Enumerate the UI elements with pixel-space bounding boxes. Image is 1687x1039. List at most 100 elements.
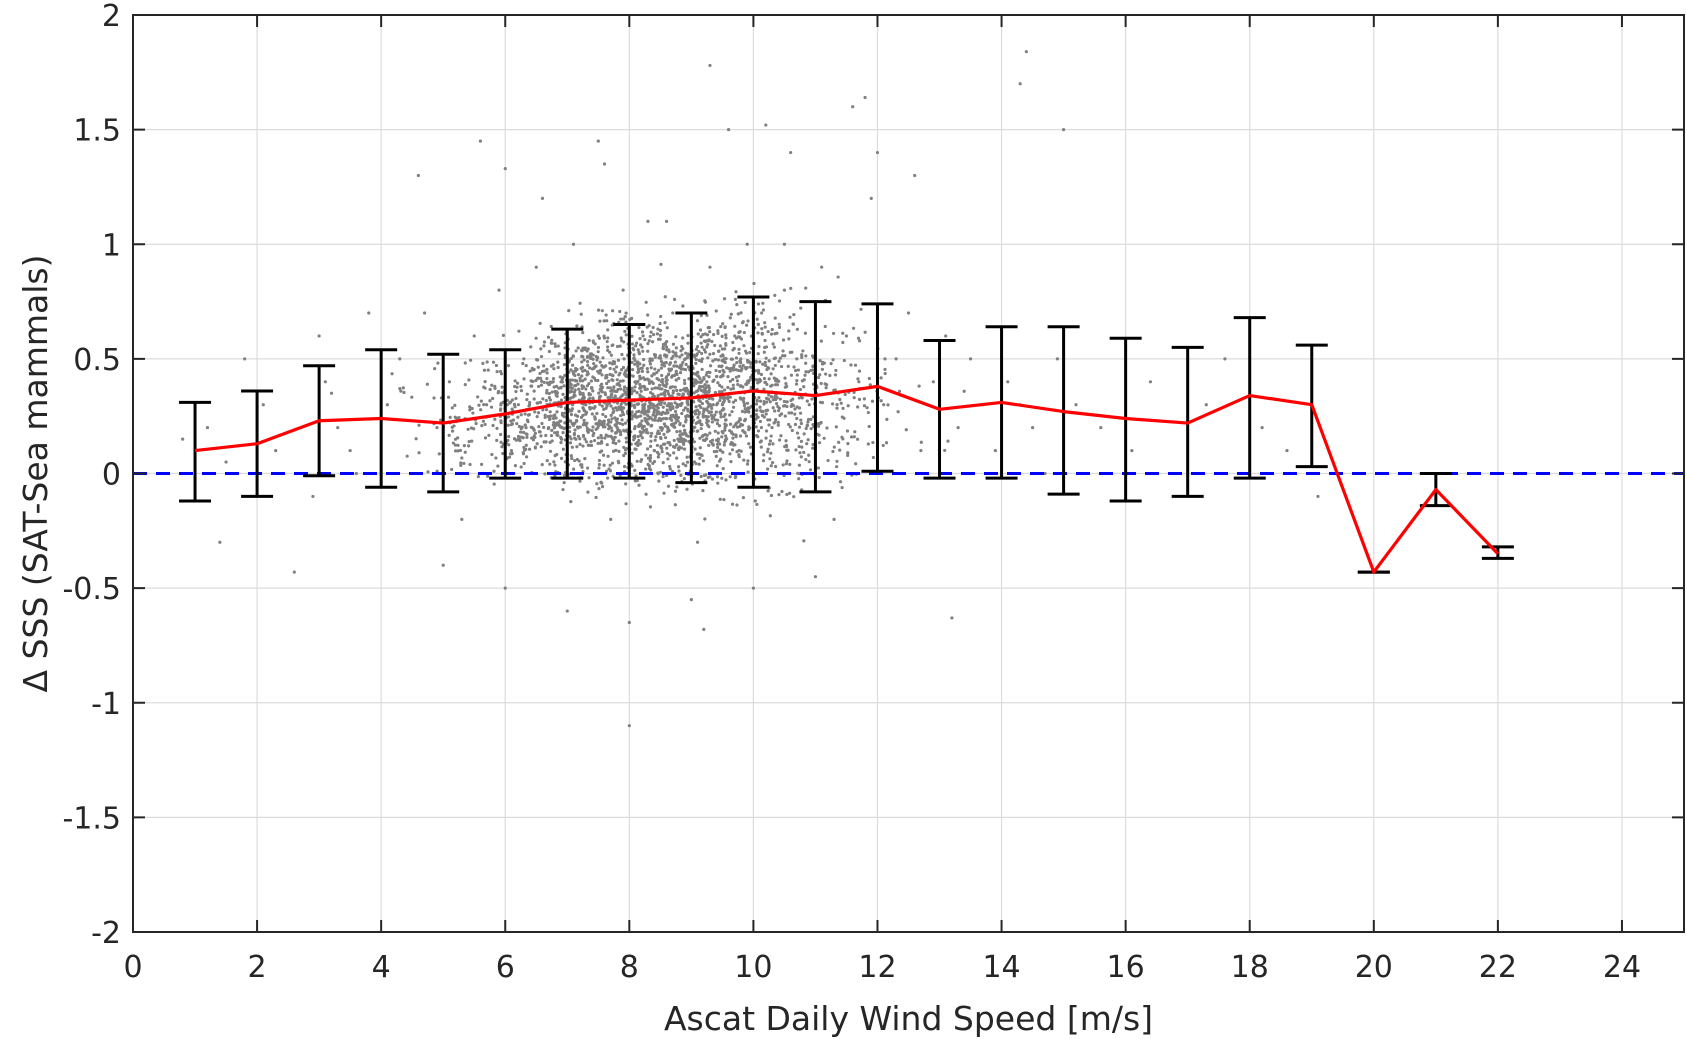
- scatter-point: [745, 358, 750, 363]
- scatter-point: [596, 345, 601, 350]
- scatter-point: [904, 428, 908, 432]
- scatter-point: [479, 399, 483, 403]
- scatter-point: [840, 485, 844, 490]
- scatter-point: [663, 436, 668, 440]
- scatter-point: [676, 392, 680, 396]
- scatter-point: [557, 423, 561, 427]
- scatter-point: [560, 380, 565, 384]
- scatter-point: [749, 375, 753, 380]
- scatter-point: [739, 357, 743, 361]
- scatter-point: [659, 359, 664, 364]
- scatter-point: [677, 448, 681, 452]
- scatter-point: [594, 495, 598, 500]
- scatter-point: [722, 443, 726, 447]
- scatter-point: [660, 373, 664, 378]
- scatter-point: [724, 333, 728, 337]
- scatter-point: [649, 434, 653, 438]
- scatter-point: [762, 387, 766, 391]
- scatter-point: [664, 219, 669, 223]
- scatter-point: [624, 333, 628, 337]
- scatter-point: [554, 423, 558, 427]
- scatter-point: [458, 448, 462, 453]
- y-tick-label: 1.5: [73, 114, 121, 149]
- scatter-point: [499, 440, 503, 444]
- scatter-point: [580, 360, 584, 364]
- scatter-point: [570, 403, 575, 407]
- scatter-point: [708, 364, 713, 368]
- scatter-point: [534, 336, 538, 340]
- scatter-point: [816, 466, 820, 470]
- scatter-point: [643, 337, 647, 342]
- scatter-point: [733, 297, 737, 301]
- scatter-point: [715, 442, 720, 446]
- scatter-point: [763, 345, 767, 350]
- scatter-point: [575, 324, 579, 328]
- scatter-point: [697, 462, 701, 466]
- scatter-point: [519, 465, 523, 469]
- scatter-point: [573, 378, 577, 382]
- scatter-point: [599, 387, 603, 391]
- scatter-point: [716, 418, 720, 422]
- scatter-point: [554, 393, 558, 398]
- scatter-point: [624, 436, 628, 440]
- scatter-point: [833, 373, 838, 377]
- scatter-point: [477, 403, 481, 407]
- scatter-point: [1043, 471, 1047, 476]
- scatter-point: [699, 427, 703, 431]
- scatter-point: [755, 398, 759, 403]
- scatter-point: [507, 443, 511, 447]
- scatter-point: [638, 442, 642, 446]
- scatter-point: [792, 365, 796, 369]
- scatter-point: [703, 389, 708, 393]
- scatter-point: [748, 350, 752, 355]
- scatter-point: [831, 358, 835, 362]
- scatter-point: [708, 330, 712, 334]
- scatter-point: [828, 373, 832, 378]
- scatter-point: [758, 440, 762, 444]
- scatter-point: [527, 404, 531, 408]
- scatter-point: [701, 412, 705, 416]
- scatter-point: [735, 302, 739, 307]
- scatter-point: [797, 477, 801, 481]
- scatter-point: [644, 420, 649, 424]
- scatter-point: [586, 363, 590, 368]
- scatter-point: [679, 363, 683, 367]
- scatter-point: [580, 386, 584, 391]
- scatter-point: [646, 462, 650, 467]
- scatter-point: [871, 440, 875, 445]
- scatter-point: [467, 378, 471, 382]
- scatter-point: [776, 423, 780, 427]
- scatter-point: [506, 364, 511, 368]
- scatter-point: [524, 426, 528, 430]
- scatter-point: [491, 360, 496, 364]
- scatter-point: [606, 336, 610, 340]
- scatter-point: [703, 386, 707, 390]
- scatter-point: [516, 415, 520, 419]
- scatter-point: [675, 405, 679, 409]
- scatter-point: [1062, 128, 1066, 132]
- scatter-point: [588, 352, 592, 356]
- scatter-point: [797, 425, 802, 429]
- scatter-point: [598, 319, 602, 323]
- scatter-point: [605, 339, 609, 344]
- scatter-point: [640, 426, 644, 430]
- scatter-point: [762, 400, 766, 404]
- scatter-point: [624, 373, 628, 377]
- scatter-point: [590, 386, 594, 390]
- scatter-point: [793, 407, 797, 411]
- scatter-point: [602, 162, 607, 166]
- scatter-point: [664, 417, 669, 421]
- scatter-point: [841, 406, 845, 410]
- scatter-point: [658, 321, 662, 326]
- scatter-point: [500, 391, 504, 395]
- scatter-point: [769, 464, 773, 468]
- scatter-point: [611, 374, 615, 378]
- scatter-point: [609, 420, 613, 424]
- scatter-point: [728, 422, 733, 426]
- scatter-point: [534, 379, 538, 383]
- scatter-point: [785, 384, 789, 388]
- scatter-point: [575, 457, 579, 462]
- scatter-point: [677, 469, 681, 473]
- scatter-point: [573, 384, 577, 388]
- scatter-point: [799, 418, 803, 422]
